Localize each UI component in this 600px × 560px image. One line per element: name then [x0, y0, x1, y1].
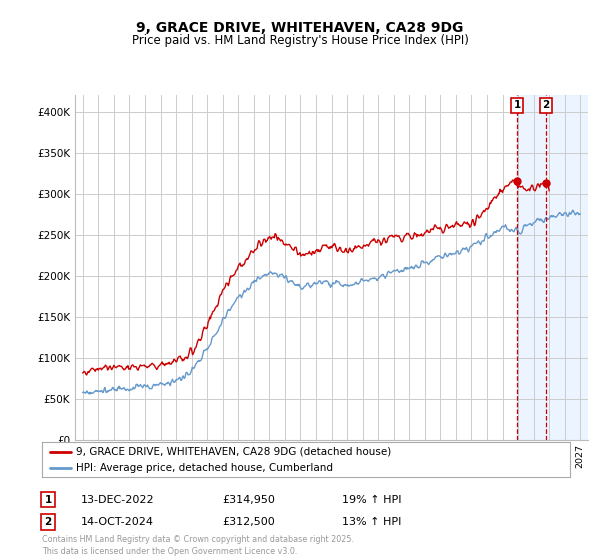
Text: 13% ↑ HPI: 13% ↑ HPI: [342, 517, 401, 527]
Bar: [517, 95, 588, 440]
Text: £312,500: £312,500: [222, 517, 275, 527]
Text: 2: 2: [44, 517, 52, 527]
Text: 9, GRACE DRIVE, WHITEHAVEN, CA28 9DG: 9, GRACE DRIVE, WHITEHAVEN, CA28 9DG: [136, 21, 464, 35]
Text: £314,950: £314,950: [222, 494, 275, 505]
Text: 14-OCT-2024: 14-OCT-2024: [81, 517, 154, 527]
Text: 2: 2: [542, 100, 550, 110]
Text: 13-DEC-2022: 13-DEC-2022: [81, 494, 155, 505]
Text: 19% ↑ HPI: 19% ↑ HPI: [342, 494, 401, 505]
Text: 9, GRACE DRIVE, WHITEHAVEN, CA28 9DG (detached house): 9, GRACE DRIVE, WHITEHAVEN, CA28 9DG (de…: [76, 447, 392, 457]
Text: Price paid vs. HM Land Registry's House Price Index (HPI): Price paid vs. HM Land Registry's House …: [131, 34, 469, 46]
Text: 1: 1: [514, 100, 521, 110]
Text: HPI: Average price, detached house, Cumberland: HPI: Average price, detached house, Cumb…: [76, 463, 334, 473]
Text: 1: 1: [44, 494, 52, 505]
Text: Contains HM Land Registry data © Crown copyright and database right 2025.
This d: Contains HM Land Registry data © Crown c…: [42, 535, 354, 556]
